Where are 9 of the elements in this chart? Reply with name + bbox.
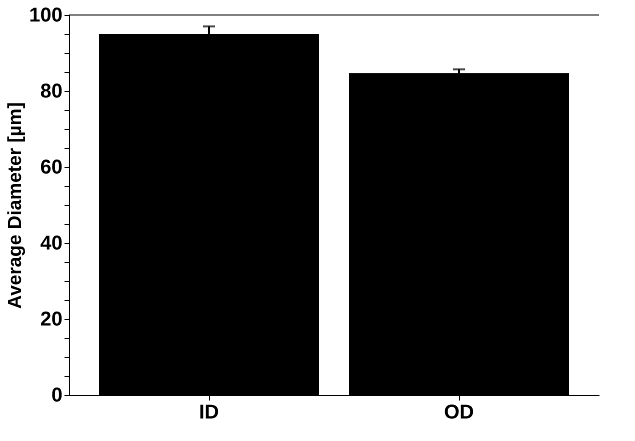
y-tick-label: 80 <box>40 80 62 102</box>
y-tick-label: 100 <box>29 4 62 26</box>
y-axis-title: Average Diameter [µm] <box>5 102 26 309</box>
x-tick-label: ID <box>199 402 219 424</box>
y-tick-label: 0 <box>51 384 62 406</box>
y-tick-label: 40 <box>40 232 62 254</box>
y-tick-label: 60 <box>40 156 62 178</box>
y-tick-label: 20 <box>40 308 62 330</box>
x-tick-label: OD <box>444 402 474 424</box>
